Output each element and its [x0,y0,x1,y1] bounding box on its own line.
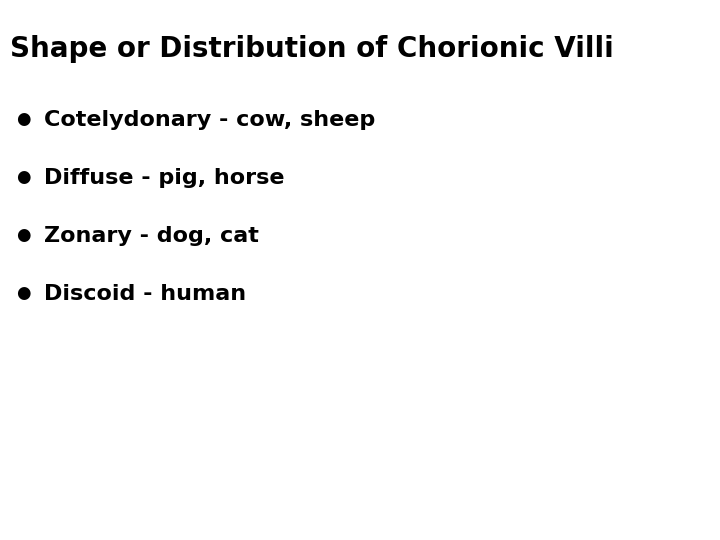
Text: ●: ● [16,168,30,186]
Text: Shape or Distribution of Chorionic Villi: Shape or Distribution of Chorionic Villi [10,35,613,63]
Text: ●: ● [16,226,30,244]
Text: Cotelydonary - cow, sheep: Cotelydonary - cow, sheep [44,110,375,130]
Text: ●: ● [16,110,30,128]
Text: Zonary - dog, cat: Zonary - dog, cat [44,226,259,246]
Text: Discoid - human: Discoid - human [44,284,246,304]
Text: Diffuse - pig, horse: Diffuse - pig, horse [44,168,284,188]
Text: ●: ● [16,284,30,302]
